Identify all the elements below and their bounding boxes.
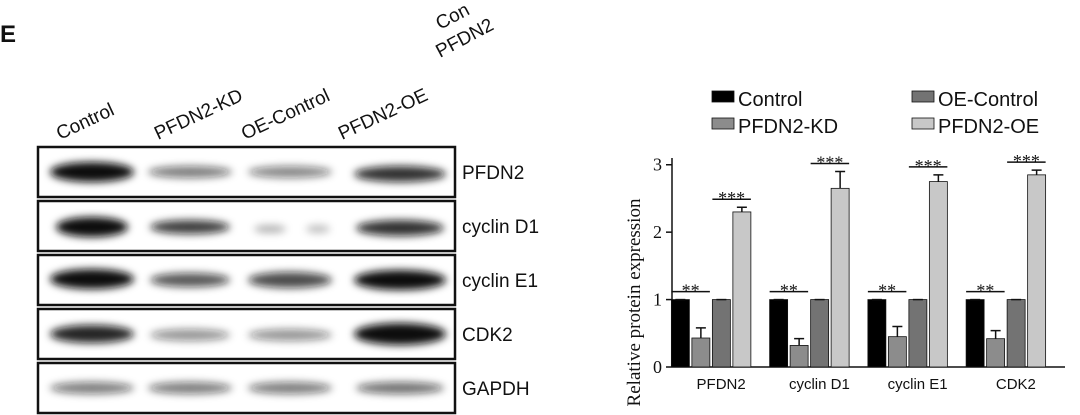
y-tick-label: 0 — [653, 357, 662, 377]
x-tick-label: cyclin E1 — [888, 376, 948, 393]
protein-label: cyclin D1 — [462, 217, 539, 238]
bands — [50, 162, 446, 394]
significance-label: ** — [878, 281, 896, 301]
lane-label: PFDN2-KD — [151, 85, 246, 144]
lane-label: Control — [53, 100, 117, 145]
legend-label: Control — [738, 89, 802, 111]
error-bar — [794, 337, 805, 346]
error-bar — [695, 327, 706, 339]
blot-frames — [36, 145, 457, 415]
western-blot — [36, 145, 457, 415]
bar — [887, 336, 907, 368]
bar — [928, 181, 948, 368]
legend-swatch — [911, 117, 935, 130]
bar — [732, 211, 752, 368]
significance-label: *** — [718, 188, 745, 208]
protein-label: GAPDH — [462, 379, 530, 400]
lane-label: OE-Control — [238, 85, 333, 144]
error-bar — [835, 170, 846, 189]
legend-label: PFDN2-KD — [738, 116, 838, 138]
bar — [691, 337, 711, 368]
x-tick-label: PFDN2 — [697, 376, 746, 393]
bar — [986, 338, 1006, 368]
error-bar — [933, 174, 944, 182]
legend-swatch — [911, 90, 935, 103]
bar — [867, 299, 887, 368]
y-tick-label: 2 — [653, 222, 662, 242]
y-axis-label: Relative protein expression — [624, 198, 645, 406]
bar — [965, 299, 985, 368]
bar — [789, 345, 809, 368]
legend-swatch — [711, 90, 735, 103]
bar — [769, 299, 789, 368]
significance-label: *** — [1013, 151, 1040, 171]
panel-label: E — [0, 21, 16, 48]
y-tick-label: 3 — [653, 155, 662, 175]
significance-label: ** — [976, 281, 994, 301]
bar — [1027, 174, 1047, 368]
protein-label: cyclin E1 — [462, 271, 538, 292]
bar — [810, 299, 830, 368]
significance-label: *** — [915, 156, 942, 176]
protein-label: CDK2 — [462, 325, 513, 346]
error-bar — [990, 329, 1001, 339]
error-bar — [1031, 169, 1042, 175]
x-tick-label: cyclin D1 — [789, 376, 850, 393]
legend-label: OE-Control — [938, 89, 1038, 111]
x-tick-label: CDK2 — [996, 376, 1036, 393]
bar — [830, 187, 850, 368]
bar — [1006, 299, 1026, 368]
lane-label: PFDN2-OE — [335, 85, 431, 145]
significance-label: ** — [780, 281, 798, 301]
protein-label: PFDN2 — [462, 163, 524, 184]
bar — [670, 299, 690, 368]
bar — [711, 299, 731, 368]
error-bar — [892, 325, 903, 337]
legend-label: PFDN2-OE — [938, 116, 1039, 138]
error-bar — [736, 206, 747, 212]
significance-label: *** — [816, 152, 843, 172]
legend-swatch — [711, 117, 735, 130]
significance-label: ** — [682, 281, 700, 301]
bar — [908, 299, 928, 368]
y-tick-label: 1 — [653, 290, 662, 310]
